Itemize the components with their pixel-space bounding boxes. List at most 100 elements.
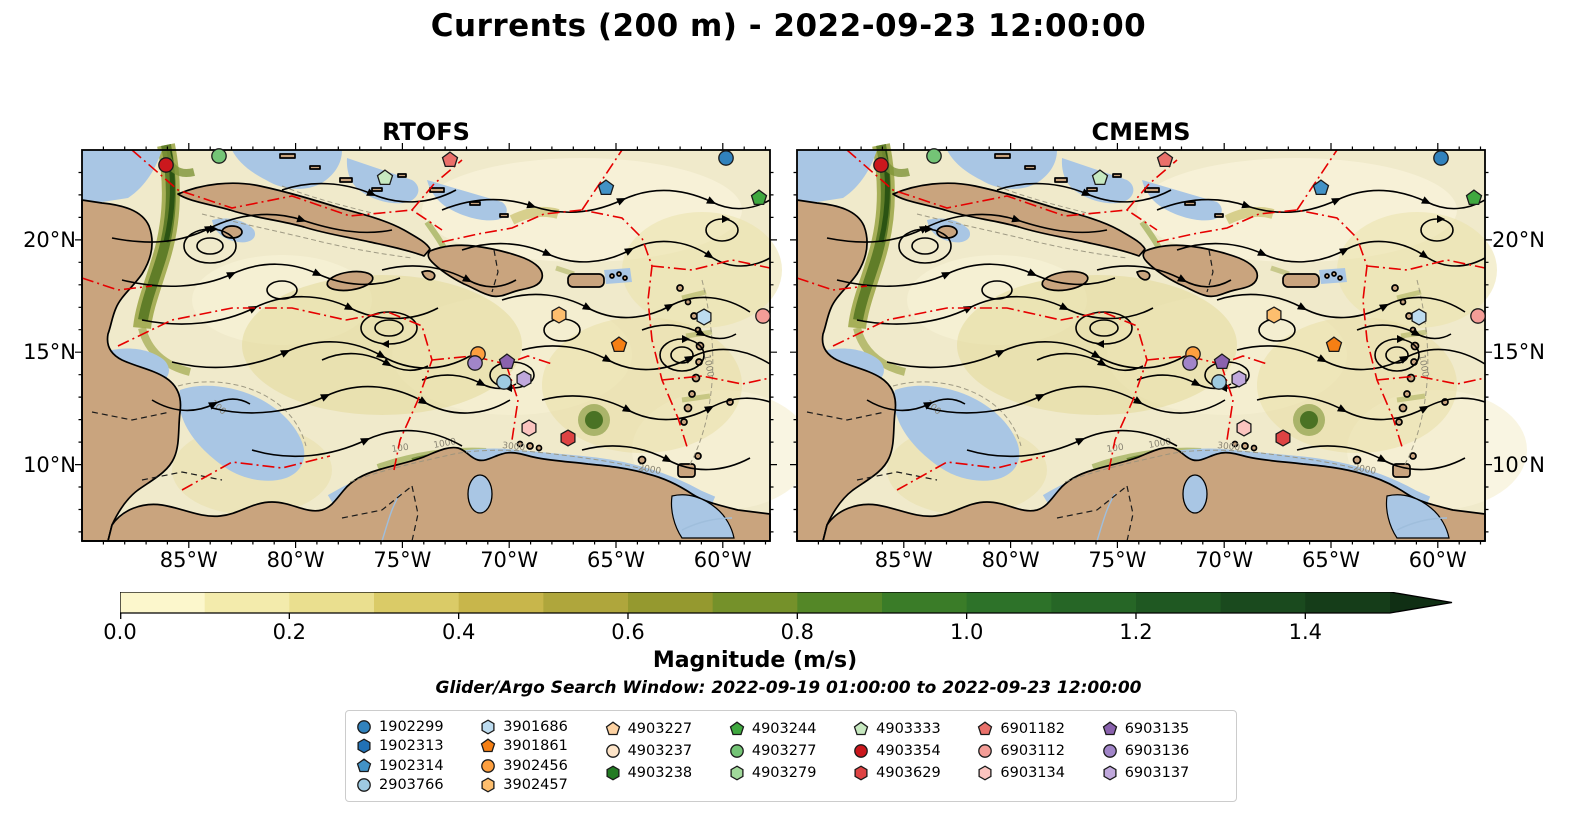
lon-tick-label: 65°W — [587, 548, 645, 572]
pentagon-marker — [750, 189, 768, 206]
legend-label: 4903227 — [627, 720, 693, 737]
lon-tick-label: 70°W — [480, 548, 539, 572]
hexagon-marker — [730, 764, 744, 781]
legend-label: 3901686 — [503, 719, 568, 736]
legend-item-6903135: 6903135 — [1102, 718, 1226, 739]
hexagon-marker — [1275, 429, 1291, 447]
pentagon-marker — [376, 169, 394, 186]
circle-marker — [1182, 355, 1198, 371]
pentagon-marker — [597, 179, 615, 196]
pentagon-marker — [729, 720, 745, 735]
hexagon-marker — [481, 719, 495, 735]
colorbar-tick-label: 1.4 — [1288, 620, 1322, 644]
circle-marker — [605, 743, 620, 758]
legend-item-6903112: 6903112 — [977, 740, 1101, 761]
map-panel-cmems[interactable] — [797, 150, 1485, 541]
hexagon-marker — [481, 777, 495, 793]
circle-marker — [357, 720, 371, 734]
legend-item-4903279: 4903279 — [729, 762, 853, 783]
hexagon-marker — [606, 764, 620, 781]
pentagon-marker — [441, 151, 459, 168]
colorbar — [119, 591, 1460, 622]
legend-item-2903766: 2903766 — [356, 776, 480, 794]
legend-item-3901686: 3901686 — [480, 718, 604, 736]
pentagon-marker — [1465, 189, 1483, 206]
pentagon-marker — [1325, 336, 1343, 353]
legend-item-3901861: 3901861 — [480, 737, 604, 755]
colorbar-tick-label: 1.0 — [949, 620, 984, 644]
legend-item-3902456: 3902456 — [480, 757, 604, 775]
pentagon-marker — [1312, 179, 1330, 196]
legend-label: 1902314 — [379, 757, 444, 774]
lon-tick-label: 85°W — [874, 548, 933, 572]
legend-label: 6903135 — [1124, 720, 1190, 737]
lat-tick-label: 15°N — [1492, 340, 1545, 364]
circle-marker — [1102, 743, 1117, 758]
pentagon-marker — [1091, 169, 1109, 186]
legend-item-6903136: 6903136 — [1102, 740, 1226, 761]
map-panel-rtofs[interactable] — [82, 150, 770, 541]
float-markers-rtofs — [158, 148, 771, 447]
legend-item-4903277: 4903277 — [729, 740, 853, 761]
panel-title-rtofs: RTOFS — [382, 118, 470, 146]
pentagon-marker — [481, 738, 496, 753]
hexagon-marker — [560, 429, 576, 447]
lon-tick-label: 80°W — [981, 548, 1040, 572]
lat-axis-left: 20°N 15°N 10°N — [4, 150, 76, 541]
legend-item-1902314: 1902314 — [356, 757, 480, 775]
circle-marker — [718, 150, 734, 166]
circle-marker — [926, 148, 942, 164]
hexagon-marker — [696, 308, 712, 326]
panel-title-cmems: CMEMS — [1091, 118, 1191, 146]
legend-column: 3901686 3901861 3902456 3902457 — [480, 718, 604, 794]
circle-marker — [481, 758, 496, 773]
map-rtofs — [82, 150, 770, 541]
lon-tick-label: 75°W — [373, 548, 432, 572]
colorbar-tick-label: 0.4 — [441, 620, 476, 644]
circle-marker — [755, 308, 771, 324]
legend-item-4903244: 4903244 — [729, 718, 853, 739]
legend-column: 4903244 4903277 4903279 — [729, 718, 853, 794]
colorbar-tick-label: 0.2 — [272, 620, 307, 644]
legend-label: 6903112 — [1000, 742, 1065, 759]
legend-item-4903333: 4903333 — [853, 718, 977, 739]
hexagon-marker — [551, 306, 567, 324]
pentagon-marker — [498, 353, 516, 370]
legend-item-6903137: 6903137 — [1102, 762, 1226, 783]
legend-label: 6903134 — [1000, 764, 1065, 781]
lon-tick-label: 85°W — [159, 548, 218, 572]
colorbar-label: Magnitude (m/s) — [652, 648, 858, 673]
colorbar-tick-label: 1.2 — [1119, 620, 1153, 644]
legend-item-4903629: 4903629 — [853, 762, 977, 783]
lat-tick-label: 20°N — [1492, 228, 1545, 252]
lon-tick-label: 75°W — [1088, 548, 1147, 572]
legend-label: 4903333 — [876, 720, 941, 737]
hexagon-marker — [1266, 306, 1282, 324]
colorbar-tick-label: 0.0 — [103, 620, 137, 644]
circle-marker — [873, 157, 889, 173]
legend-label: 1902299 — [379, 719, 444, 736]
lon-tick-label: 60°W — [1408, 548, 1467, 572]
colorbar-svg — [119, 591, 1453, 619]
legend-item-4903354: 4903354 — [853, 740, 977, 761]
pentagon-marker — [610, 336, 628, 353]
legend-label: 4903277 — [751, 742, 817, 759]
lat-tick-label: 10°N — [23, 453, 76, 477]
hexagon-marker — [357, 738, 371, 754]
legend-item-3902457: 3902457 — [480, 776, 604, 794]
legend-item-4903237: 4903237 — [605, 740, 729, 761]
float-legend: 1902299 1902313 1902314 2903766 3901686 39018… — [345, 710, 1237, 802]
hexagon-marker — [1411, 308, 1427, 326]
legend-label: 3902457 — [503, 776, 568, 793]
circle-marker — [729, 743, 744, 758]
lon-tick-label: 60°W — [693, 548, 752, 572]
circle-marker — [1211, 374, 1227, 390]
circle-marker — [158, 157, 174, 173]
hexagon-marker — [521, 419, 537, 437]
float-markers-cmems — [873, 148, 1486, 447]
legend-label: 2903766 — [379, 776, 444, 793]
legend-label: 4903238 — [627, 764, 693, 781]
legend-label: 4903244 — [751, 720, 817, 737]
pentagon-marker — [356, 758, 372, 772]
